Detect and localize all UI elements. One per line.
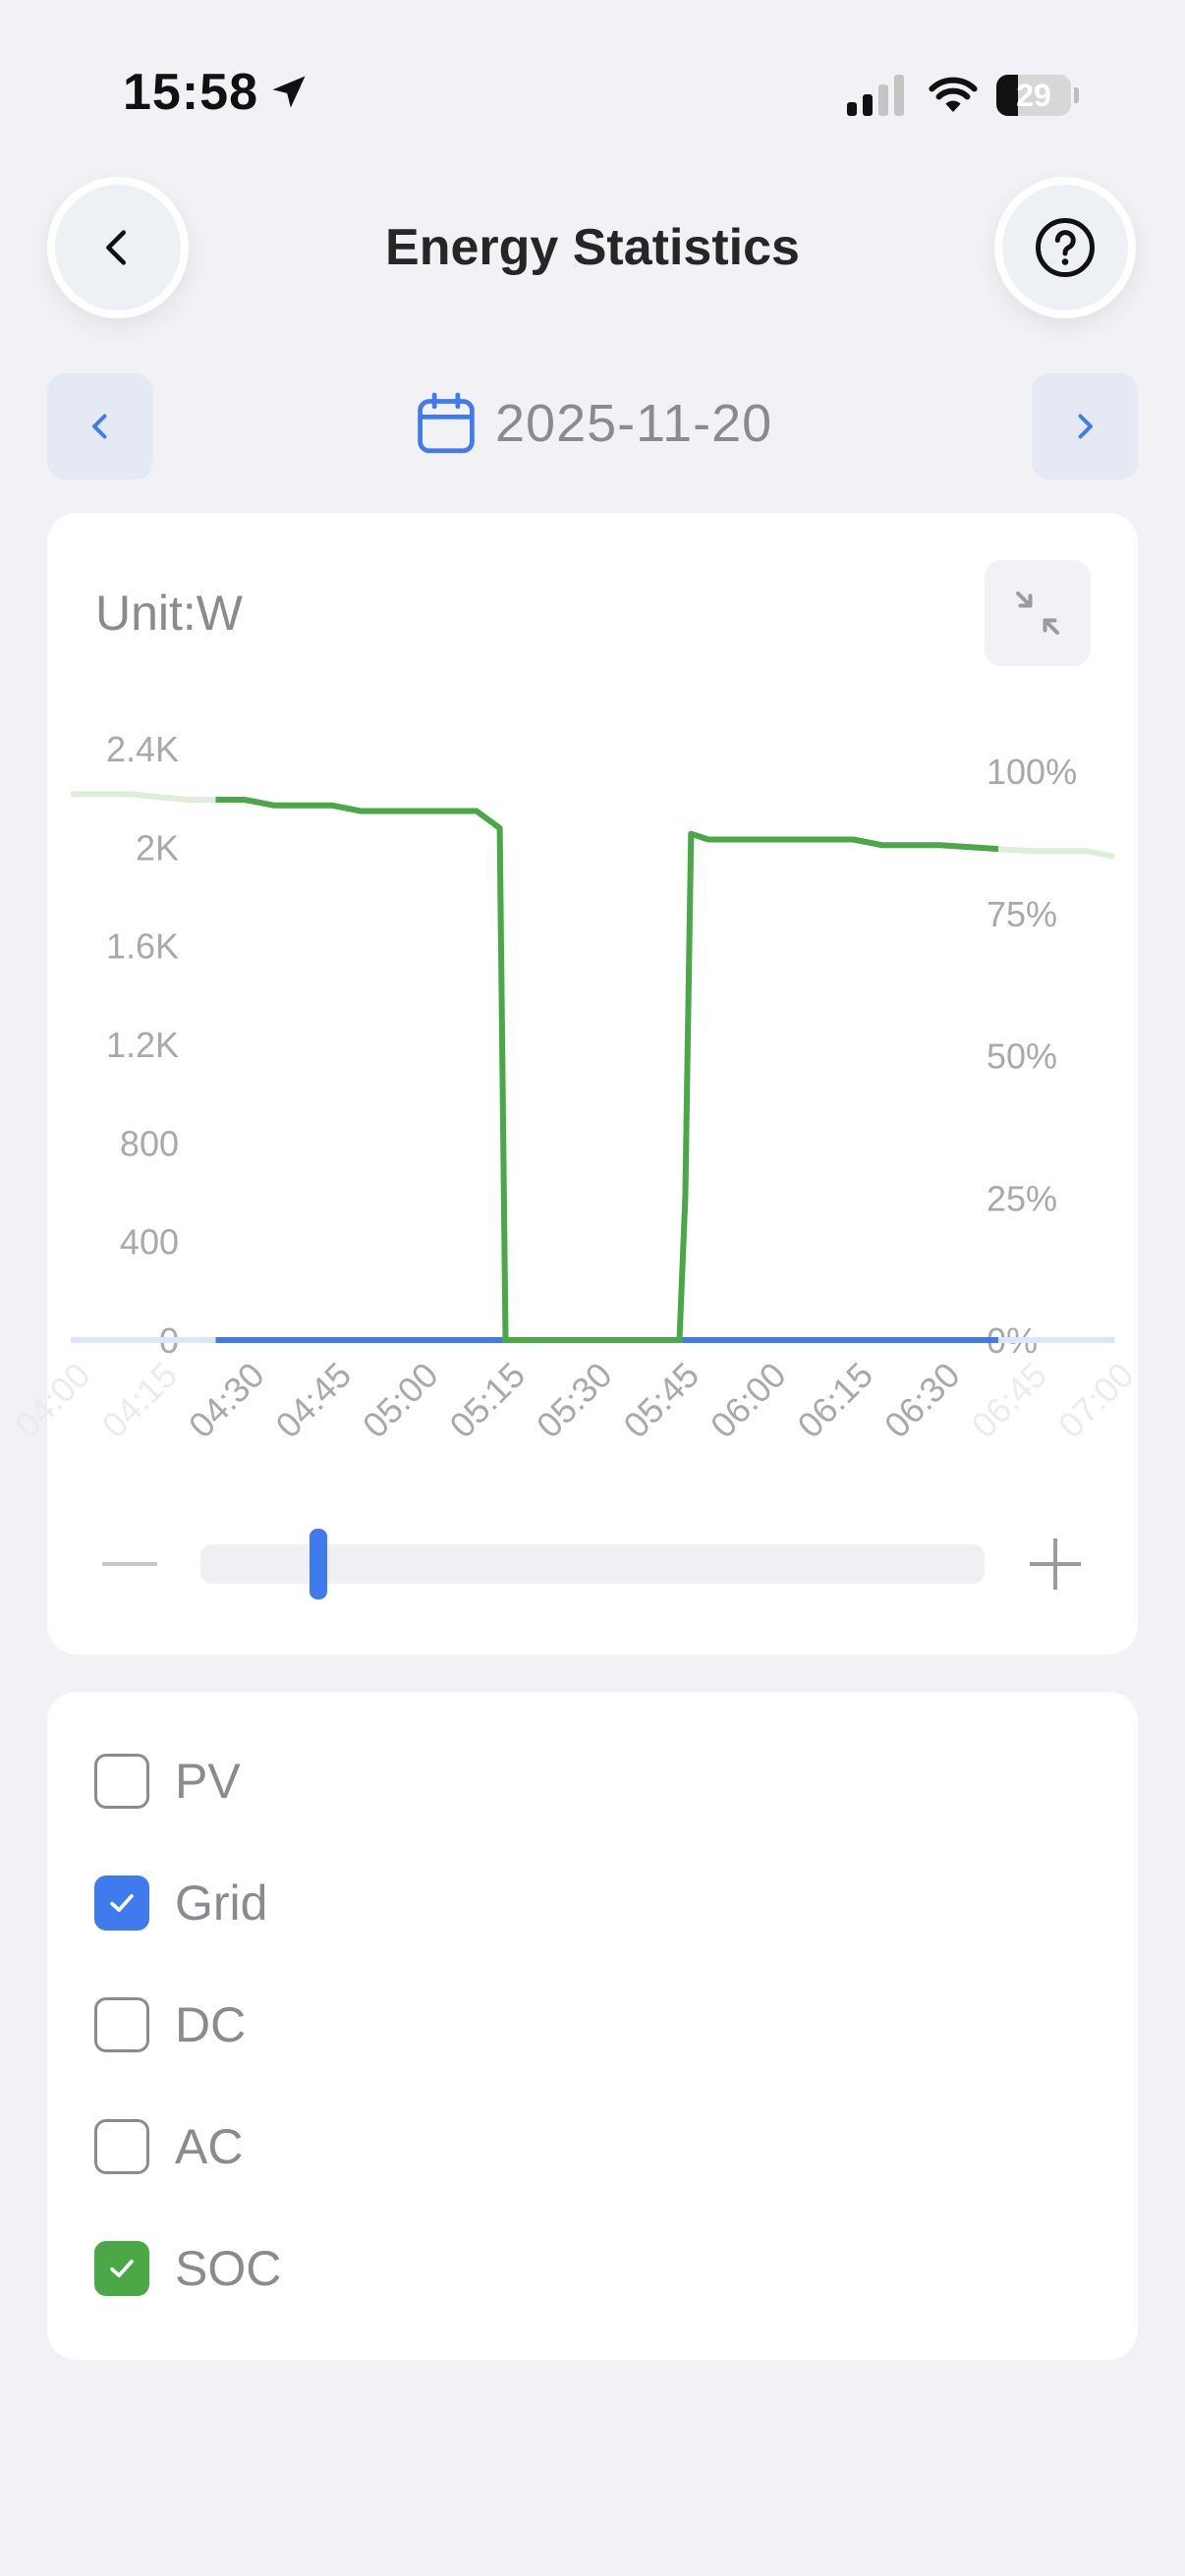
x-tick-label: 06:15 [789,1355,880,1446]
series-label: DC [175,1997,247,2052]
zoom-slider-thumb[interactable] [309,1529,327,1599]
chevron-left-icon [92,414,107,439]
date-text: 2025-11-20 [495,394,773,453]
y-right-tick-label: 50% [987,1036,1057,1077]
location-arrow-icon [272,76,306,108]
energy-chart[interactable]: 04008001.2K1.6K2K2.4K0%25%50%75%100%04:0… [0,688,1185,1474]
y-left-tick-label: 2.4K [106,729,179,769]
x-tick-label: 04:15 [93,1355,185,1446]
series-line-soc [215,797,998,1343]
chevron-right-icon [1078,414,1093,439]
y-left-tick-label: 800 [120,1123,179,1163]
series-toggle-grid[interactable]: Grid [94,1875,267,1932]
battery-level-text: 29 [1016,78,1051,113]
x-tick-label: 04:30 [181,1355,272,1446]
wifi-icon [929,77,978,112]
chart-card [47,513,1138,1654]
y-right-tick-label: 75% [987,894,1057,934]
calendar-icon [418,392,475,454]
series-toggle-soc[interactable]: SOC [94,2240,281,2297]
checkbox[interactable] [94,2241,149,2296]
y-left-tick-label: 1.2K [106,1025,179,1065]
status-time: 15:58 [123,64,258,121]
y-right-tick-label: 100% [987,752,1077,792]
series-toggle-ac[interactable]: AC [94,2118,243,2175]
x-tick-label: 04:45 [267,1355,359,1446]
y-left-tick-label: 1.6K [106,926,179,967]
x-tick-label: 04:00 [7,1355,98,1446]
previous-day-button[interactable] [47,373,153,479]
series-label: SOC [175,2241,282,2296]
y-left-tick-label: 400 [120,1222,179,1262]
checkbox[interactable] [94,2119,149,2174]
checkmark-icon [110,1894,134,1912]
x-tick-label: 06:45 [963,1355,1054,1446]
x-tick-label: 06:30 [876,1355,968,1446]
zoom-in-button[interactable] [1028,1537,1083,1592]
checkmark-icon [110,2260,134,2277]
checkbox[interactable] [94,1876,149,1931]
date-picker[interactable]: 2025-11-20 [415,391,772,456]
help-button[interactable] [994,177,1136,318]
page-title: Energy Statistics [385,219,800,276]
battery-indicator: 29 [996,75,1079,116]
x-tick-label: 05:45 [615,1355,706,1446]
zoom-out-button[interactable] [102,1562,157,1566]
back-button[interactable] [47,177,189,318]
series-toggle-dc[interactable]: DC [94,1996,246,2053]
chevron-left-icon [106,230,127,265]
series-line-soc-faded [71,791,1115,1343]
series-label: Grid [175,1876,268,1931]
x-tick-label: 05:00 [355,1355,446,1446]
series-label: AC [175,2119,244,2174]
next-day-button[interactable] [1032,373,1138,479]
series-toggle-pv[interactable]: PV [94,1753,241,1810]
collapse-arrows-icon [1016,591,1059,635]
checkbox[interactable] [94,1754,149,1809]
cellular-signal-icon [847,75,904,116]
expand-chart-button[interactable] [985,560,1091,666]
x-tick-label: 05:30 [529,1355,620,1446]
series-label: PV [175,1754,241,1809]
zoom-slider-track[interactable] [200,1544,985,1584]
y-left-tick-label: 2K [136,827,179,868]
y-right-tick-label: 25% [987,1178,1057,1218]
x-tick-label: 07:00 [1050,1355,1142,1446]
series-selector-card [47,1692,1138,2360]
question-circle-icon [1036,218,1095,277]
checkbox[interactable] [94,1997,149,2052]
x-tick-label: 05:15 [441,1355,533,1446]
unit-label: Unit:W [95,586,243,641]
x-tick-label: 06:00 [703,1355,794,1446]
